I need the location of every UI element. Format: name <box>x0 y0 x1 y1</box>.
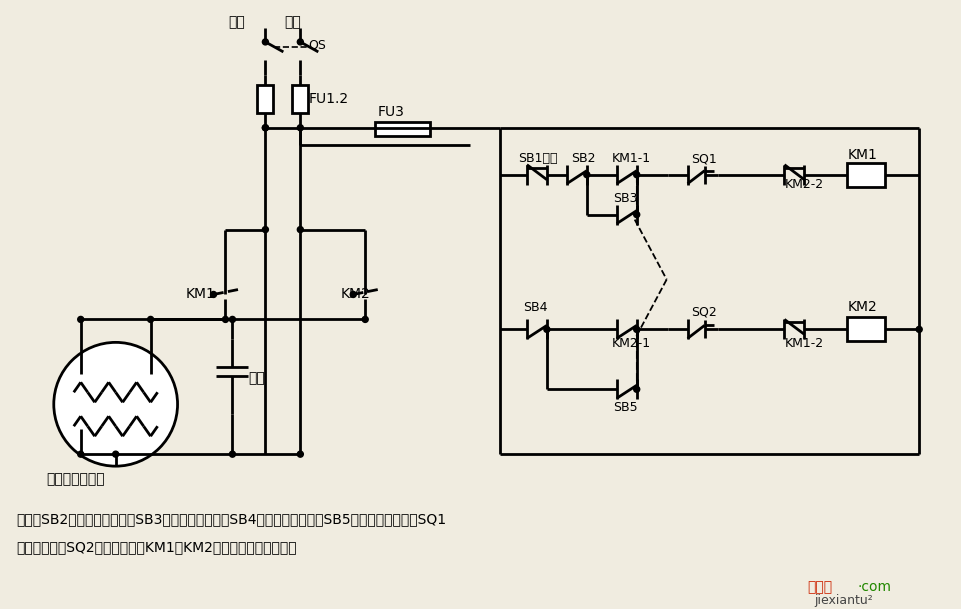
Circle shape <box>583 172 589 178</box>
Circle shape <box>262 125 268 131</box>
Text: KM2: KM2 <box>847 300 876 314</box>
Text: SQ1: SQ1 <box>691 152 717 165</box>
Bar <box>292 85 308 113</box>
Text: KM1: KM1 <box>185 287 215 301</box>
Text: KM1-2: KM1-2 <box>783 337 823 350</box>
Text: KM1: KM1 <box>847 148 876 162</box>
Text: FU1.2: FU1.2 <box>308 92 348 106</box>
Text: SB2: SB2 <box>570 152 595 165</box>
Bar <box>847 163 884 187</box>
Circle shape <box>262 125 268 131</box>
Circle shape <box>147 317 154 322</box>
Text: 电容: 电容 <box>248 371 265 385</box>
Circle shape <box>633 211 639 217</box>
Circle shape <box>78 317 84 322</box>
Circle shape <box>230 317 235 322</box>
Bar <box>258 85 273 113</box>
Text: 火线: 火线 <box>228 15 245 29</box>
Bar <box>847 317 884 342</box>
Circle shape <box>633 172 639 178</box>
Text: 单相电容电动机: 单相电容电动机 <box>46 472 105 486</box>
Circle shape <box>297 451 303 457</box>
Text: KM2-2: KM2-2 <box>783 178 823 191</box>
Circle shape <box>54 342 178 466</box>
Circle shape <box>297 227 303 233</box>
Circle shape <box>297 125 303 131</box>
Circle shape <box>362 317 368 322</box>
Circle shape <box>230 451 235 457</box>
Text: jiexiantu²: jiexiantu² <box>814 594 873 607</box>
Circle shape <box>297 39 303 45</box>
Circle shape <box>112 451 118 457</box>
Text: SB3: SB3 <box>612 192 636 205</box>
Circle shape <box>222 317 228 322</box>
Text: ·com: ·com <box>856 580 891 594</box>
Circle shape <box>543 326 550 333</box>
Circle shape <box>262 39 268 45</box>
Circle shape <box>633 386 639 392</box>
Text: 说明：SB2为上升启动按鈕，SB3为上升点动按鈕，SB4为下降启动按鈕，SB5为下降点动按鈕；SQ1: 说明：SB2为上升启动按鈕，SB3为上升点动按鈕，SB4为下降启动按鈕，SB5为… <box>15 512 446 526</box>
Circle shape <box>78 451 84 457</box>
Text: 零线: 零线 <box>284 15 301 29</box>
Circle shape <box>915 326 922 333</box>
Text: 为最高限位，SQ2为最低限位。KM1、KM2可用中间继电器代替。: 为最高限位，SQ2为最低限位。KM1、KM2可用中间继电器代替。 <box>15 540 296 554</box>
Text: SB5: SB5 <box>612 401 637 414</box>
Text: SB1停止: SB1停止 <box>517 152 556 165</box>
Text: FU3: FU3 <box>377 105 404 119</box>
Text: QS: QS <box>308 38 326 51</box>
Text: SQ2: SQ2 <box>691 306 717 319</box>
Text: KM2-1: KM2-1 <box>611 337 651 350</box>
Circle shape <box>262 227 268 233</box>
Bar <box>375 122 430 136</box>
Circle shape <box>633 326 639 333</box>
Text: SB4: SB4 <box>523 301 547 314</box>
Circle shape <box>210 292 216 297</box>
Circle shape <box>350 292 356 297</box>
Text: 接线图: 接线图 <box>806 580 831 594</box>
Text: KM1-1: KM1-1 <box>611 152 651 165</box>
Text: KM2: KM2 <box>340 287 370 301</box>
